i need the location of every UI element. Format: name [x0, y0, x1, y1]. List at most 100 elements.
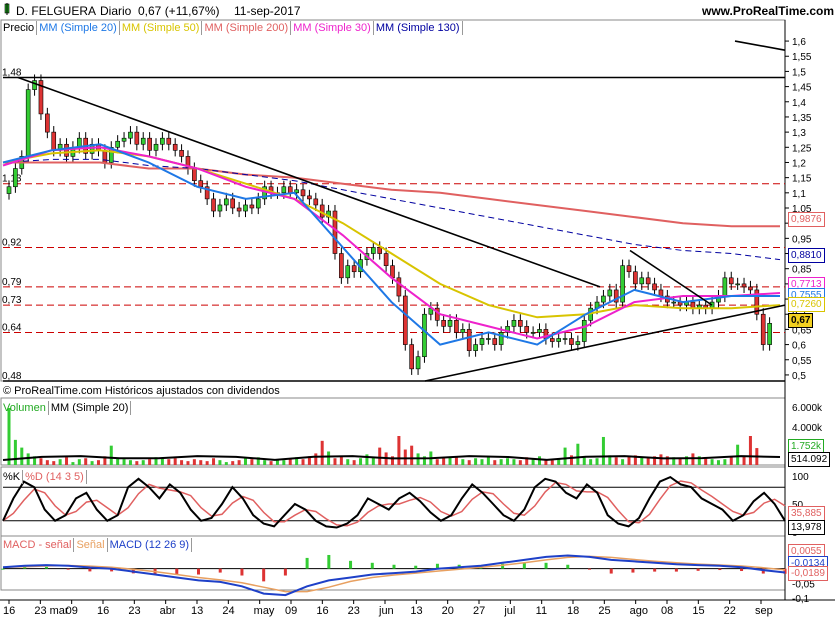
- candle-body: [108, 146, 114, 163]
- volume-bar: [723, 459, 727, 465]
- x-tick-label: 16: [316, 605, 328, 617]
- volume-bar: [109, 445, 113, 465]
- legend-mm20[interactable]: MM (Simple 20): [37, 21, 120, 35]
- period-label: Diario: [100, 4, 132, 18]
- volume-bar: [480, 459, 484, 465]
- date-label: 11-sep-2017: [234, 4, 301, 18]
- candle-body: [147, 137, 152, 151]
- legend-mm200[interactable]: MM (Simple 200): [202, 21, 292, 35]
- macd-histogram-bar: [674, 568, 678, 572]
- legend-macd[interactable]: MACD (12 26 9): [108, 538, 193, 552]
- legend-stoch-d[interactable]: %D (14 3 5): [23, 470, 87, 484]
- volume-bar: [237, 460, 241, 465]
- candle-body: [224, 198, 229, 206]
- candle-body: [505, 326, 510, 333]
- price-tick-label: 1,5: [792, 67, 806, 78]
- volume-bar: [397, 436, 401, 465]
- candle-body: [371, 247, 376, 254]
- volume-bar: [729, 457, 733, 465]
- volume-bar: [544, 459, 548, 465]
- volume-bar: [499, 459, 503, 465]
- candle-body: [217, 204, 223, 212]
- candle-body: [38, 80, 44, 115]
- volume-tick-label: 4.000k: [792, 423, 823, 434]
- volume-bar: [346, 459, 350, 465]
- volume-bar: [295, 457, 299, 465]
- legend-volume[interactable]: Volumen: [1, 401, 49, 415]
- macd-legend: MACD - señal Señal MACD (12 26 9): [1, 538, 193, 552]
- candle-body: [466, 329, 472, 351]
- quote-label: 0,67 (+11,67%): [138, 4, 220, 18]
- x-tick-label: 08: [661, 605, 673, 617]
- macd-histogram-bar: [392, 564, 396, 569]
- candle-body: [377, 247, 383, 254]
- legend-macd-diff[interactable]: MACD - señal: [1, 538, 75, 552]
- candle-body: [211, 198, 216, 212]
- legend-mm30[interactable]: MM (Simple 30): [291, 21, 374, 35]
- macd-histogram-bar: [88, 568, 92, 572]
- legend-stoch-k[interactable]: %K: [1, 470, 24, 484]
- volume-bar: [301, 459, 305, 465]
- volume-bar: [160, 458, 164, 465]
- volume-bar: [531, 458, 535, 465]
- legend-mm50[interactable]: MM (Simple 50): [120, 21, 203, 35]
- volume-bar: [52, 461, 56, 465]
- volume-bar: [659, 454, 663, 465]
- macd-histogram-bar: [262, 568, 266, 582]
- candle-body: [45, 113, 50, 133]
- volume-bar: [646, 458, 650, 465]
- volume-bar: [218, 460, 222, 465]
- macd-histogram-bar: [414, 565, 418, 569]
- volume-bar: [205, 461, 209, 465]
- stoch-tick-label: 50: [792, 500, 804, 511]
- legend-macd-signal[interactable]: Señal: [74, 538, 108, 552]
- volume-bar: [493, 460, 497, 465]
- candle-body: [633, 271, 638, 285]
- macd-histogram-bar: [66, 568, 70, 570]
- volume-bar: [263, 460, 267, 465]
- volume-bar: [116, 458, 120, 465]
- candle-body: [626, 265, 632, 273]
- candle-body: [562, 338, 568, 340]
- volume-bar: [327, 451, 331, 465]
- volume-ma-line: [2, 455, 781, 461]
- volume-bar: [672, 457, 676, 465]
- price-tick-label: 1,6: [792, 37, 806, 48]
- volume-bar: [608, 455, 612, 465]
- legend-mm130[interactable]: MM (Simple 130): [374, 21, 463, 35]
- candle-body: [198, 180, 204, 188]
- candle-body: [390, 265, 395, 279]
- volume-bar: [378, 447, 382, 465]
- macd-histogram-bar: [240, 568, 244, 576]
- price-tick-label: 1,55: [792, 52, 812, 63]
- macd-histogram-bar: [609, 568, 613, 574]
- candle-body: [549, 338, 555, 342]
- volume-bar: [691, 453, 695, 465]
- candle-body: [601, 295, 606, 303]
- volume-bar: [621, 459, 625, 465]
- x-tick-label: may: [254, 605, 275, 617]
- candle-body: [748, 286, 753, 291]
- volume-bar: [135, 461, 139, 465]
- volume-bar: [250, 459, 254, 465]
- trend-line: [734, 40, 786, 51]
- candle-body: [160, 137, 165, 145]
- candle-body: [722, 277, 728, 297]
- legend-volume-mm20[interactable]: MM (Simple 20): [49, 401, 132, 415]
- candle-body: [236, 207, 242, 212]
- volume-bar: [212, 458, 216, 465]
- volume-bar: [154, 457, 158, 465]
- level-label: 0,92: [2, 237, 22, 248]
- x-tick-label: 24: [222, 605, 234, 617]
- macd-histogram-bar: [44, 566, 48, 569]
- volume-bar: [256, 457, 260, 465]
- candle-body: [530, 332, 536, 334]
- stoch-k-line: [2, 475, 786, 529]
- candle-body: [645, 277, 651, 285]
- volume-bar: [39, 458, 43, 465]
- stoch-tick-label: 100: [792, 472, 809, 483]
- volume-bar: [557, 458, 561, 465]
- volume-bar: [704, 458, 708, 465]
- legend-price[interactable]: Precio: [1, 21, 38, 35]
